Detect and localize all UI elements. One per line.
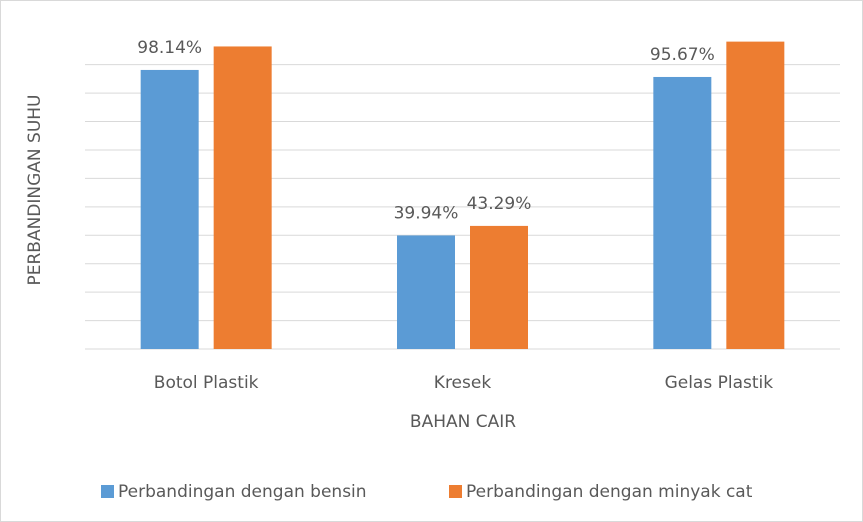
legend-label: Perbandingan dengan bensin bbox=[118, 482, 367, 502]
legend-label: Perbandingan dengan minyak cat bbox=[466, 482, 753, 502]
legend-swatch bbox=[101, 485, 114, 498]
bar bbox=[470, 225, 528, 349]
bar bbox=[213, 46, 272, 349]
bar bbox=[397, 235, 455, 349]
data-label: 39.94% bbox=[394, 203, 459, 223]
data-label: 98.14% bbox=[137, 38, 202, 58]
x-tick-label: Gelas Plastik bbox=[665, 373, 774, 393]
x-tick-label: Kresek bbox=[434, 373, 492, 393]
data-label: 43.29% bbox=[467, 194, 532, 214]
x-axis-label: BAHAN CAIR bbox=[410, 412, 516, 432]
bar bbox=[140, 69, 199, 349]
data-label: 95.67% bbox=[650, 45, 715, 65]
x-tick-label: Botol Plastik bbox=[154, 373, 259, 393]
legend-swatch bbox=[449, 485, 462, 498]
y-axis-label: PERBANDINGAN SUHU bbox=[25, 94, 45, 285]
bar bbox=[653, 76, 712, 350]
bar bbox=[726, 41, 785, 350]
